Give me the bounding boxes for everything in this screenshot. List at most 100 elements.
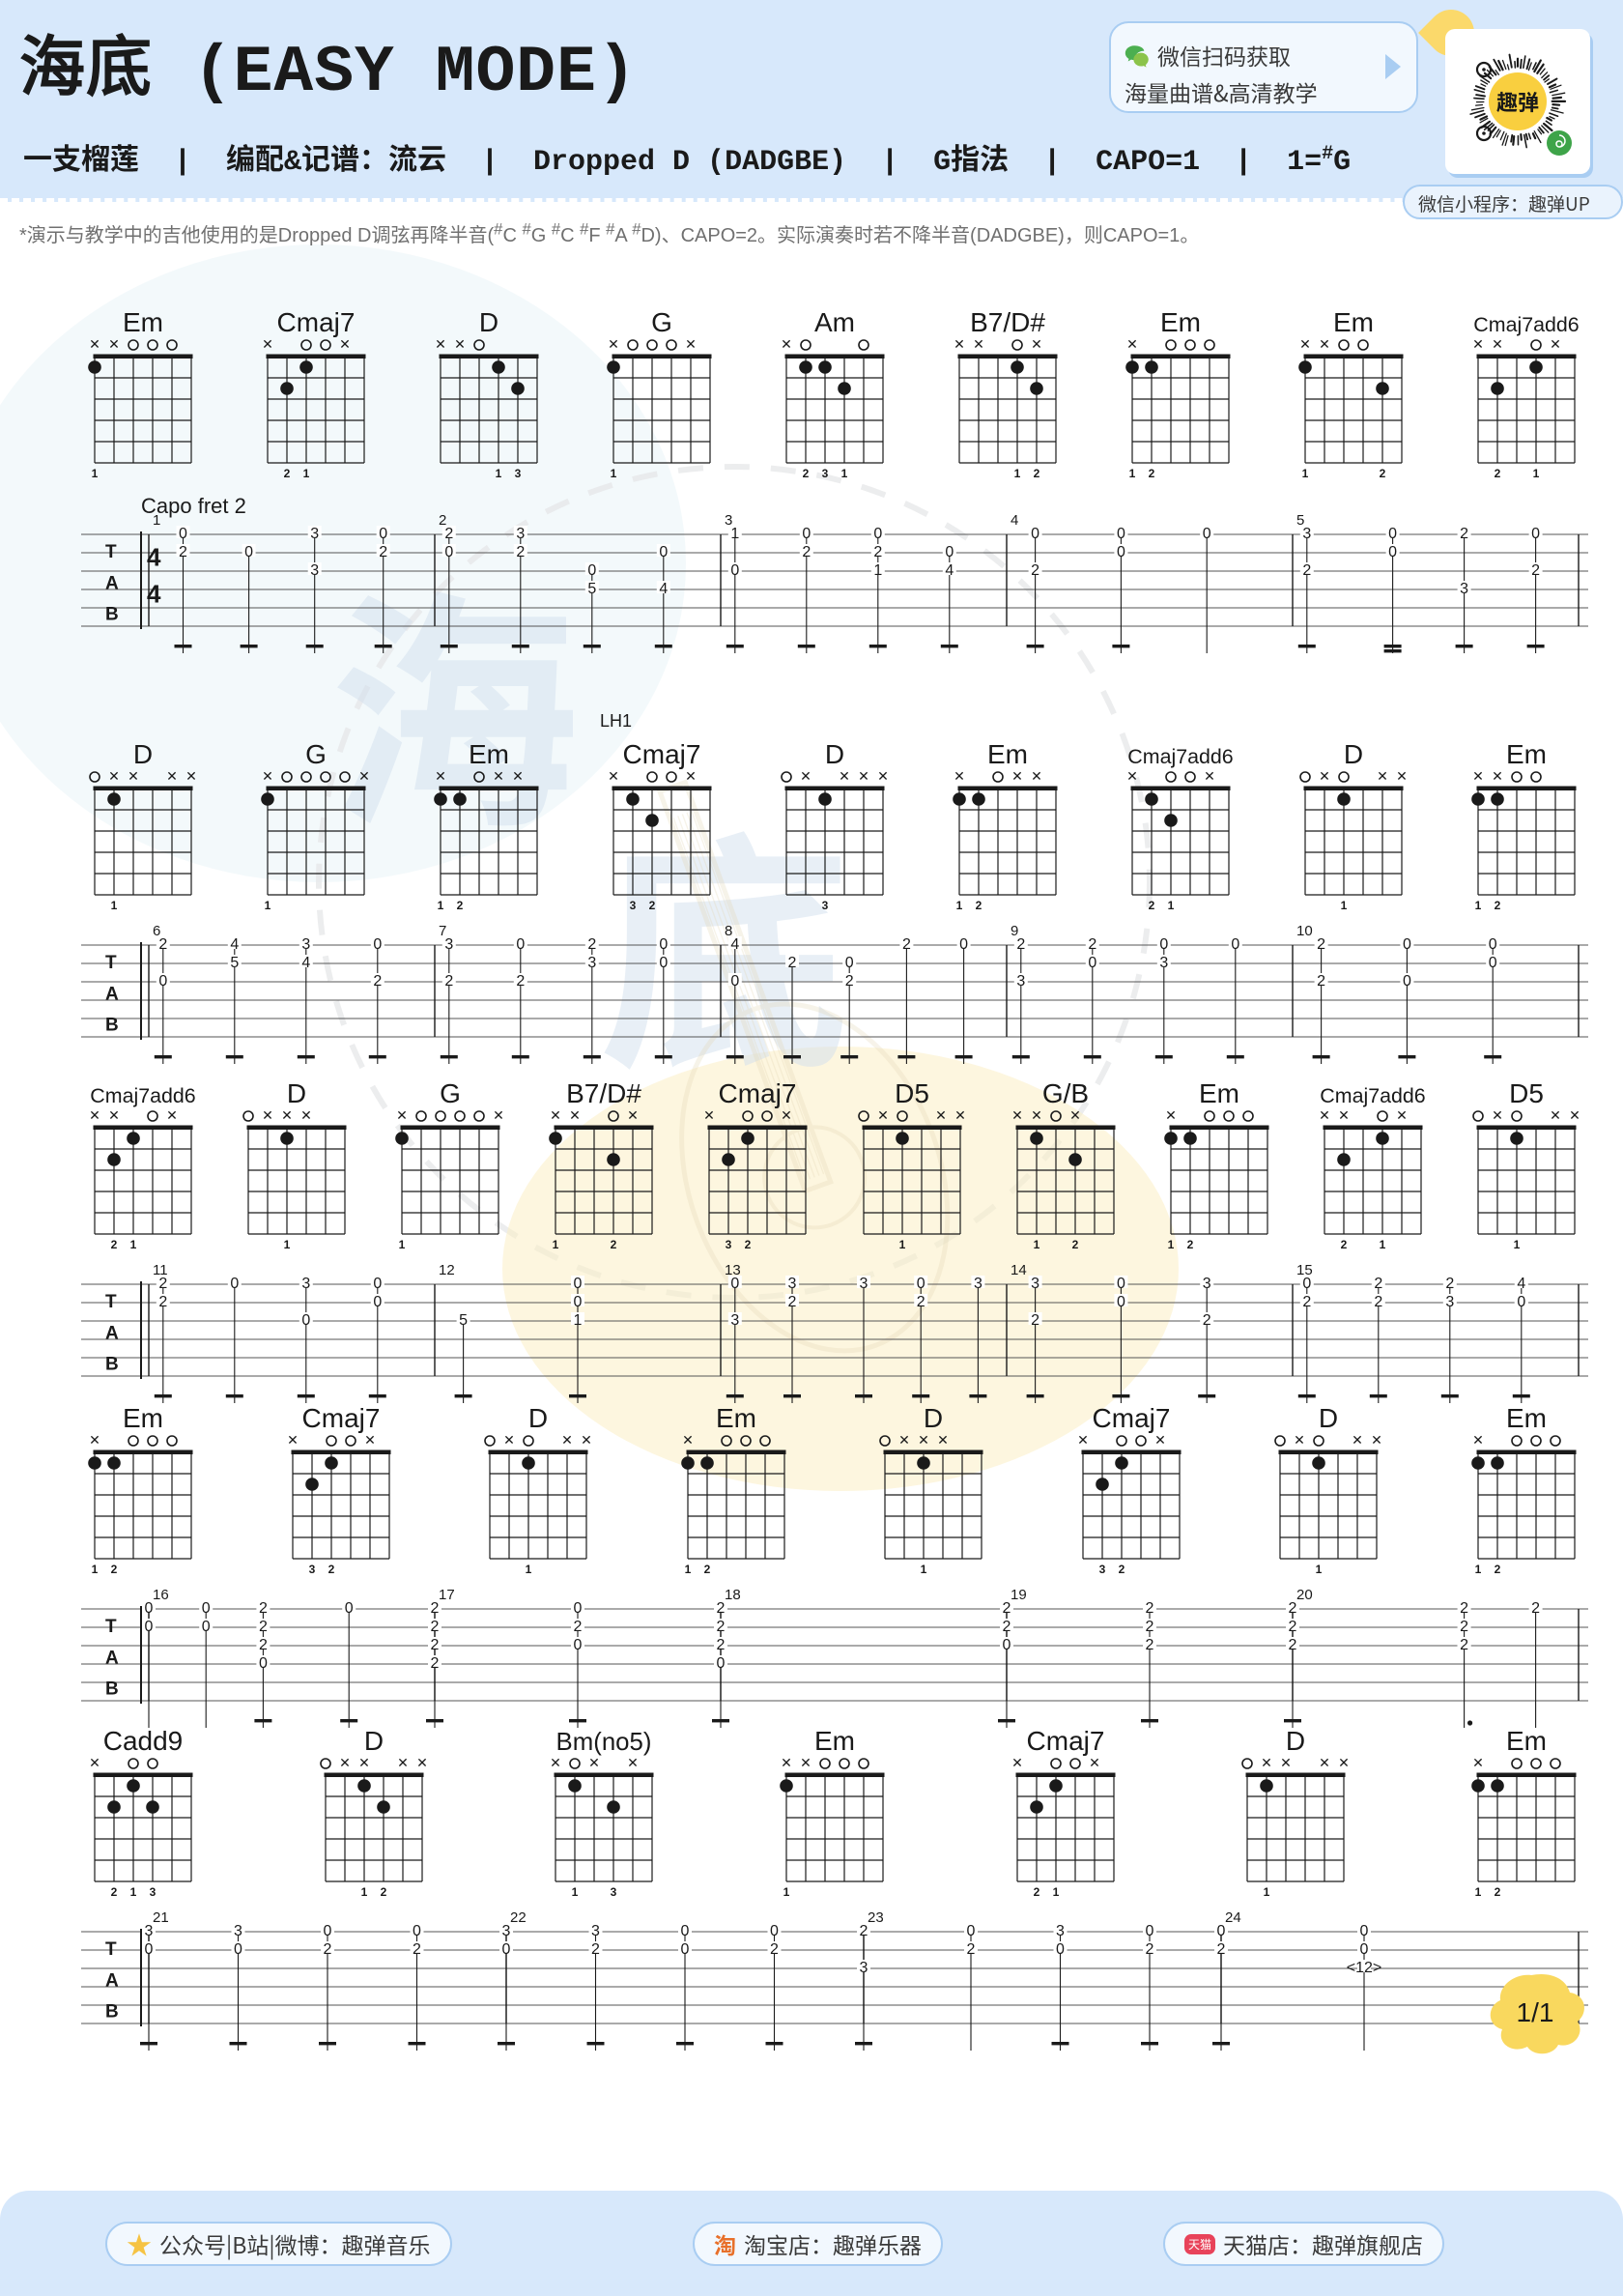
svg-text:✕: ✕ — [1492, 768, 1503, 784]
svg-text:2: 2 — [158, 1294, 167, 1310]
svg-text:✕: ✕ — [550, 1755, 561, 1770]
svg-text:✕: ✕ — [358, 768, 370, 784]
svg-text:3: 3 — [1203, 1276, 1211, 1292]
svg-text:0: 0 — [681, 1923, 690, 1939]
svg-text:✕: ✕ — [1338, 1755, 1350, 1770]
svg-text:2: 2 — [902, 936, 911, 953]
svg-text:2: 2 — [1460, 1619, 1468, 1635]
svg-text:✕: ✕ — [1472, 1432, 1484, 1448]
svg-text:✕: ✕ — [627, 1107, 639, 1123]
svg-text:4: 4 — [1517, 1276, 1525, 1292]
svg-text:✕: ✕ — [503, 1432, 515, 1448]
svg-text:0: 0 — [301, 1312, 310, 1329]
svg-text:✕: ✕ — [839, 768, 850, 784]
svg-text:D: D — [1286, 1726, 1305, 1756]
svg-text:D: D — [1319, 1403, 1338, 1433]
svg-text:2: 2 — [431, 1655, 440, 1672]
svg-text:3: 3 — [730, 1312, 739, 1329]
svg-text:0: 0 — [324, 1923, 332, 1939]
svg-text:✕: ✕ — [1550, 1107, 1561, 1123]
svg-text:✕: ✕ — [918, 1432, 929, 1448]
svg-text:0: 0 — [770, 1923, 779, 1939]
svg-text:✕: ✕ — [435, 336, 446, 352]
svg-text:趣弹: 趣弹 — [1496, 86, 1539, 117]
svg-text:2: 2 — [1302, 562, 1311, 579]
svg-text:✕: ✕ — [800, 768, 812, 784]
svg-text:✕: ✕ — [300, 1107, 312, 1123]
svg-text:0: 0 — [574, 1600, 583, 1617]
svg-text:3: 3 — [587, 955, 596, 971]
svg-text:✕: ✕ — [1077, 1432, 1089, 1448]
svg-text:✕: ✕ — [1472, 336, 1484, 352]
svg-text:2: 2 — [379, 544, 387, 560]
svg-text:0: 0 — [1117, 544, 1125, 560]
svg-text:0: 0 — [1146, 1923, 1154, 1939]
svg-text:0: 0 — [1302, 1276, 1311, 1292]
svg-text:D5: D5 — [1509, 1078, 1544, 1108]
svg-text:0: 0 — [345, 1600, 354, 1617]
svg-text:Em: Em — [123, 1403, 163, 1433]
svg-text:0: 0 — [959, 936, 968, 953]
svg-text:2: 2 — [845, 973, 854, 990]
svg-text:Em: Em — [716, 1403, 756, 1433]
svg-text:✕: ✕ — [608, 768, 619, 784]
svg-text:0: 0 — [202, 1600, 211, 1617]
svg-text:✕: ✕ — [627, 1755, 639, 1770]
svg-text:3: 3 — [1056, 1923, 1065, 1939]
svg-text:2: 2 — [1317, 936, 1325, 953]
svg-text:2: 2 — [917, 1294, 925, 1310]
svg-text:2: 2 — [1317, 973, 1325, 990]
svg-text:0: 0 — [574, 1276, 583, 1292]
svg-text:4: 4 — [301, 955, 310, 971]
svg-text:2: 2 — [770, 1941, 779, 1958]
svg-text:✕: ✕ — [588, 1755, 600, 1770]
svg-text:D: D — [287, 1078, 306, 1108]
svg-text:✕: ✕ — [108, 1107, 120, 1123]
svg-text:2: 2 — [1003, 1600, 1011, 1617]
svg-text:12: 12 — [439, 1262, 455, 1278]
svg-text:2: 2 — [591, 1941, 600, 1958]
svg-text:Cmaj7: Cmaj7 — [623, 739, 701, 769]
svg-text:Em: Em — [1506, 1403, 1547, 1433]
svg-text:2: 2 — [179, 544, 187, 560]
svg-text:0: 0 — [945, 544, 954, 560]
svg-text:Em: Em — [1160, 307, 1201, 337]
svg-text:✕: ✕ — [416, 1755, 428, 1770]
svg-text:✕: ✕ — [364, 1432, 376, 1448]
svg-text:✕: ✕ — [435, 768, 446, 784]
svg-text:✕: ✕ — [954, 1107, 966, 1123]
svg-text:2: 2 — [574, 1619, 583, 1635]
svg-text:✕: ✕ — [166, 768, 178, 784]
svg-text:0: 0 — [444, 544, 453, 560]
svg-text:Em: Em — [987, 739, 1028, 769]
svg-text:G: G — [440, 1078, 461, 1108]
svg-text:✕: ✕ — [1372, 1432, 1383, 1448]
svg-text:Em: Em — [1333, 307, 1374, 337]
svg-text:2: 2 — [431, 1619, 440, 1635]
svg-text:✕: ✕ — [1069, 1107, 1081, 1123]
svg-text:✕: ✕ — [1492, 1107, 1503, 1123]
svg-text:✕: ✕ — [1204, 768, 1215, 784]
svg-text:2: 2 — [717, 1600, 726, 1617]
svg-text:D: D — [528, 1403, 548, 1433]
svg-text:1/1: 1/1 — [1517, 1997, 1554, 2027]
svg-text:2: 2 — [873, 544, 882, 560]
svg-text:Em: Em — [814, 1726, 855, 1756]
svg-text:2: 2 — [259, 1619, 268, 1635]
svg-text:2: 2 — [444, 973, 453, 990]
svg-text:✕: ✕ — [493, 768, 504, 784]
svg-text:B7/D#: B7/D# — [566, 1078, 641, 1108]
svg-text:Cmaj7: Cmaj7 — [277, 307, 356, 337]
svg-text:4: 4 — [659, 581, 668, 597]
svg-text:2: 2 — [1217, 1941, 1226, 1958]
svg-text:✕: ✕ — [1472, 1755, 1484, 1770]
svg-text:3: 3 — [788, 1276, 797, 1292]
svg-text:0: 0 — [1217, 1923, 1226, 1939]
svg-text:✕: ✕ — [954, 336, 965, 352]
svg-text:3: 3 — [974, 1276, 982, 1292]
svg-text:0: 0 — [202, 1619, 211, 1635]
svg-text:0: 0 — [1489, 936, 1497, 953]
svg-text:0: 0 — [659, 955, 668, 971]
svg-text:✕: ✕ — [1319, 336, 1330, 352]
svg-text:2: 2 — [1531, 562, 1540, 579]
